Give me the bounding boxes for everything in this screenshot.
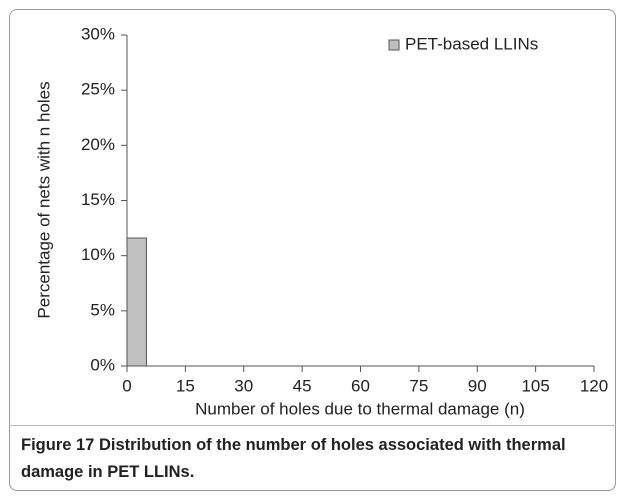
y-tick-label: 15% xyxy=(81,190,115,209)
caption-label: Figure 17 xyxy=(21,436,95,454)
y-tick-label: 25% xyxy=(81,80,115,99)
x-tick-label: 30 xyxy=(234,376,253,395)
x-tick-label: 60 xyxy=(351,376,370,395)
y-tick-label: 0% xyxy=(90,355,115,374)
x-tick-label: 45 xyxy=(293,376,312,395)
x-tick-label: 15 xyxy=(176,376,195,395)
y-axis-label: Percentage of nets with n holes xyxy=(34,81,53,318)
x-tick-label: 0 xyxy=(122,376,131,395)
y-tick-label: 20% xyxy=(81,135,115,154)
legend-label: PET-based LLINs xyxy=(405,34,538,53)
bar xyxy=(126,237,147,367)
y-tick-label: 5% xyxy=(90,300,115,319)
x-tick-label: 75 xyxy=(409,376,428,395)
caption: Figure 17 Distribution of the number of … xyxy=(21,432,606,486)
legend-swatch xyxy=(388,39,400,51)
x-tick-label: 120 xyxy=(580,376,608,395)
x-tick-label: 90 xyxy=(468,376,487,395)
x-tick-label: 105 xyxy=(521,376,549,395)
separator xyxy=(9,425,616,426)
figure-frame xyxy=(9,9,616,491)
y-tick-label: 30% xyxy=(81,24,115,43)
caption-text: Distribution of the number of holes asso… xyxy=(21,436,566,481)
y-tick-label: 10% xyxy=(81,245,115,264)
chart: PET-based LLINs Number of holes due to t… xyxy=(34,24,608,418)
x-axis-label: Number of holes due to thermal damage (n… xyxy=(195,399,525,418)
